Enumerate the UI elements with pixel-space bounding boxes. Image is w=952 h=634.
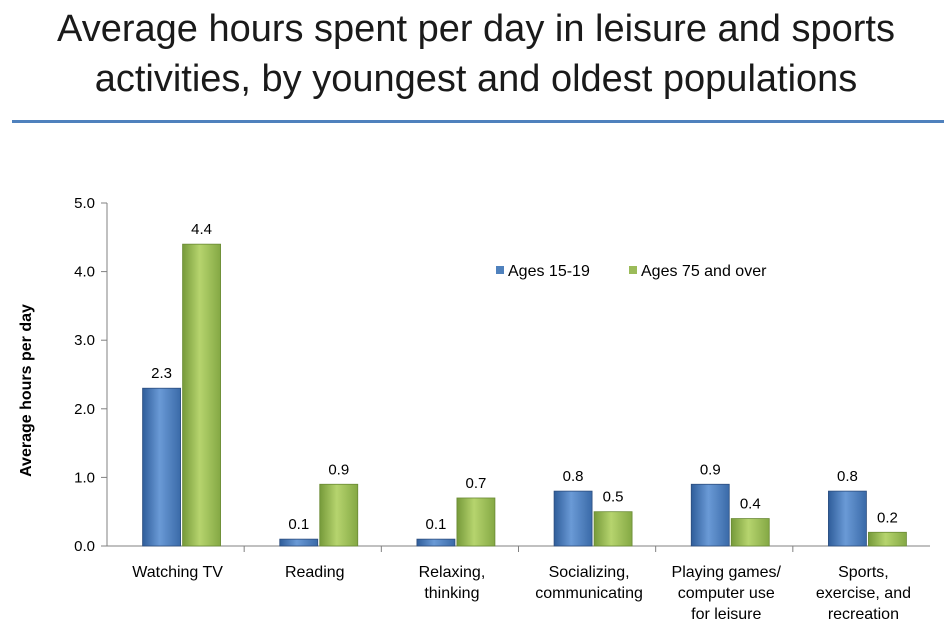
y-tick-label: 1.0 — [74, 469, 95, 486]
x-category-label-line: for leisure — [691, 606, 761, 623]
data-label: 0.8 — [837, 468, 858, 485]
data-labels: 2.3 4.4 0.1 0.9 0.1 0.7 0.8 0.5 0.9 0.4 0.8 0.2 — [151, 221, 898, 533]
bars — [142, 243, 907, 547]
bar-ages-75-over-2 — [456, 497, 496, 547]
data-label: 0.4 — [740, 496, 761, 513]
bar-ages-75-over-1 — [319, 483, 359, 547]
x-category-label: Relaxing, thinking — [419, 564, 486, 602]
x-category-label: Socializing, communicating — [535, 564, 643, 602]
x-category-label-line: Reading — [285, 564, 345, 581]
x-category-label-line: Playing games/ — [672, 564, 782, 581]
data-label: 0.1 — [425, 516, 446, 533]
data-label: 0.5 — [603, 489, 624, 506]
bar-ages-15-19-0 — [142, 387, 181, 547]
legend: Ages 15-19 Ages 75 and over — [496, 263, 767, 280]
x-category-label-line: Socializing, — [549, 564, 630, 581]
bar-ages-15-19-2 — [416, 538, 456, 547]
bar-ages-75-over-3 — [593, 511, 633, 547]
x-category-label-line: exercise, and — [816, 585, 911, 602]
bar-ages-15-19-3 — [553, 490, 593, 547]
x-category-label: Reading — [285, 564, 345, 581]
title-divider — [12, 120, 944, 123]
y-tick-label: 4.0 — [74, 264, 95, 281]
bar-ages-75-over-4 — [730, 518, 770, 547]
x-category-label: Sports, exercise, and recreation — [816, 564, 911, 623]
axes: 0.0 1.0 2.0 3.0 4.0 5.0 Average hours per day W… — [18, 195, 930, 623]
chart-title-line-2: activities, by youngest and oldest popul… — [94, 58, 858, 100]
x-category-label: Watching TV — [132, 564, 223, 581]
bar-ages-15-19-1 — [279, 538, 319, 547]
x-category-label-line: Relaxing, — [419, 564, 486, 581]
legend-swatch — [496, 266, 504, 274]
data-label: 2.3 — [151, 365, 172, 382]
bar-ages-15-19-5 — [828, 490, 867, 547]
data-label: 0.8 — [563, 468, 584, 485]
data-label: 0.7 — [465, 475, 486, 492]
x-category-label-line: computer use — [678, 585, 775, 602]
y-tick-label: 0.0 — [74, 538, 95, 555]
data-label: 0.9 — [700, 461, 721, 478]
y-axis-label: Average hours per day — [18, 304, 35, 477]
x-category-label-line: Sports, — [838, 564, 889, 581]
x-category-label-line: Watching TV — [132, 564, 223, 581]
legend-label: Ages 75 and over — [641, 263, 767, 280]
x-category-label-line: recreation — [828, 606, 899, 623]
bar-ages-75-over-5 — [868, 531, 907, 547]
y-tick-label: 3.0 — [74, 332, 95, 349]
legend-label: Ages 15-19 — [508, 263, 590, 280]
data-label: 4.4 — [191, 221, 212, 238]
y-tick-label: 2.0 — [74, 401, 95, 418]
data-label: 0.2 — [877, 509, 898, 526]
data-label: 0.1 — [288, 516, 309, 533]
chart-title: Average hours spent per day in leisure a… — [0, 4, 952, 104]
data-label: 0.9 — [328, 461, 349, 478]
x-category-label-line: thinking — [424, 585, 479, 602]
bar-ages-15-19-4 — [690, 483, 730, 547]
legend-swatch — [629, 266, 637, 274]
y-tick-label: 5.0 — [74, 195, 95, 212]
chart-title-line-1: Average hours spent per day in leisure a… — [57, 8, 895, 50]
x-category-label-line: communicating — [535, 585, 643, 602]
bar-ages-75-over-0 — [182, 243, 221, 547]
x-category-label: Playing games/computer use for leisure — [672, 564, 782, 623]
